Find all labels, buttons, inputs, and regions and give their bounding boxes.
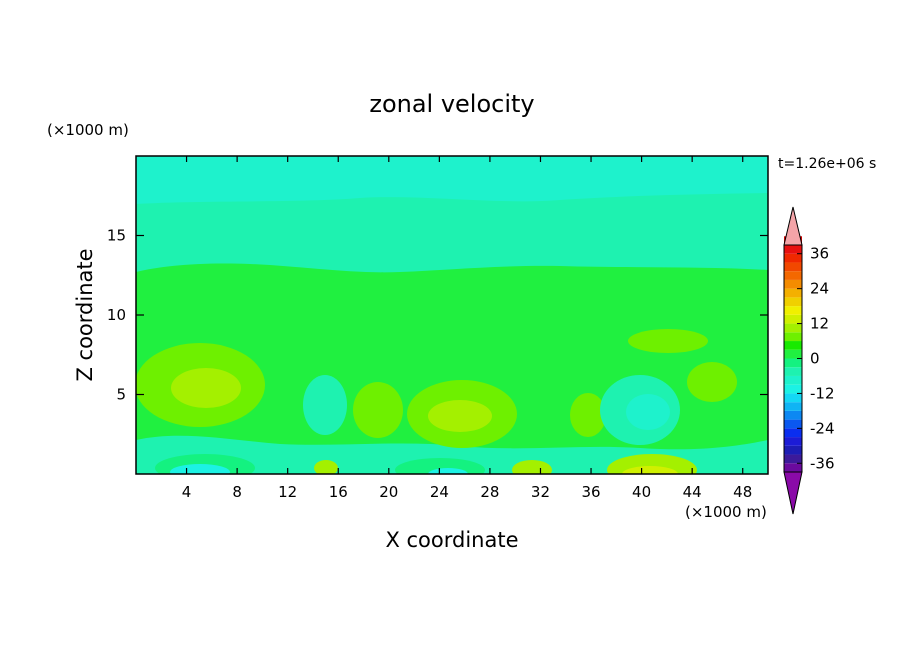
y-tick-label: 5 <box>116 386 126 404</box>
y-tick-label: 10 <box>107 306 126 324</box>
y-tick-label: 15 <box>107 227 126 245</box>
colorbar-swatch <box>784 306 802 315</box>
x-axis-label: X coordinate <box>385 528 518 552</box>
warm-patch-bottom-mid <box>512 460 552 474</box>
x-tick-label: 44 <box>683 483 702 501</box>
colorbar-tick-label: 24 <box>810 280 829 298</box>
warm-patch-bottom-right-core <box>622 466 678 474</box>
x-tick-label: 32 <box>531 483 550 501</box>
x-tick-label: 8 <box>232 483 242 501</box>
x-ticks: 4 8 12 16 20 24 28 32 36 40 44 48 <box>182 156 752 501</box>
colorbar-swatch <box>784 384 802 394</box>
colorbar-tick-label: -12 <box>810 384 835 402</box>
eddy-upper-right <box>628 329 708 353</box>
eddy-right <box>687 362 737 402</box>
colorbar-over-arrow <box>783 206 803 246</box>
x-tick-label: 16 <box>329 483 348 501</box>
time-label: t=1.26e+06 s <box>778 156 876 172</box>
x-tick-label: 28 <box>480 483 499 501</box>
colorbar-swatch <box>784 323 802 333</box>
x-tick-label: 20 <box>379 483 398 501</box>
y-unit-label: (×1000 m) <box>47 121 129 139</box>
y-axis-label: Z coordinate <box>73 248 97 381</box>
colorbar-swatch <box>784 367 802 376</box>
colorbar-swatch <box>784 288 802 298</box>
colorbar-tick-label: -24 <box>810 419 835 437</box>
colorbar-swatch <box>784 349 802 359</box>
colorbar-swatch <box>784 410 802 420</box>
eddy-mid-right <box>570 393 606 437</box>
colorbar-swatch <box>784 332 802 342</box>
colorbar-swatch <box>784 262 802 272</box>
colorbar-swatch <box>784 402 802 411</box>
colorbar-swatch <box>784 428 802 438</box>
x-unit-label: (×1000 m) <box>685 503 767 521</box>
plot-area <box>136 156 768 474</box>
x-tick-label: 12 <box>278 483 297 501</box>
x-tick-label: 4 <box>182 483 192 501</box>
colorbar-swatch <box>784 463 802 472</box>
x-tick-label: 48 <box>733 483 752 501</box>
colorbar-tick-label: 0 <box>810 350 820 368</box>
colorbar: 36 24 12 0 -12 -24 -36 <box>783 206 835 515</box>
colorbar-swatch <box>784 437 802 446</box>
colorbar-swatch <box>784 297 802 307</box>
cool-patch-bottom-center-core <box>428 468 468 474</box>
colorbar-swatch <box>784 445 802 455</box>
colorbar-tick-label: 36 <box>810 245 829 263</box>
colorbar-swatch <box>784 271 802 280</box>
eddy-left-inner <box>171 368 241 408</box>
cool-patch-right-core <box>626 394 670 430</box>
chart-title: zonal velocity <box>369 90 534 118</box>
cool-patch-bottom-left-core <box>170 464 230 474</box>
warm-patch-bottom-left <box>314 460 338 474</box>
x-tick-label: 24 <box>430 483 449 501</box>
colorbar-swatch <box>784 314 802 324</box>
y-ticks: 5 10 15 <box>107 227 768 404</box>
colorbar-swatch <box>784 393 802 403</box>
colorbar-swatch <box>784 375 802 385</box>
eddy-center-inner <box>428 400 492 432</box>
colorbar-swatch <box>784 279 802 289</box>
colorbar-tick-label: 12 <box>810 315 829 333</box>
colorbar-swatch <box>784 454 802 464</box>
colorbar-under-arrow <box>783 471 803 515</box>
colorbar-swatch <box>784 419 802 429</box>
cool-patch-left <box>303 375 347 435</box>
eddy-mid-left <box>353 382 403 438</box>
colorbar-swatch <box>784 341 802 350</box>
colorbar-swatch <box>784 358 802 368</box>
colorbar-tick-label: -36 <box>810 454 835 472</box>
colorbar-swatch <box>784 253 802 263</box>
x-tick-label: 40 <box>632 483 651 501</box>
colorbar-swatch <box>784 245 802 254</box>
x-tick-label: 36 <box>581 483 600 501</box>
